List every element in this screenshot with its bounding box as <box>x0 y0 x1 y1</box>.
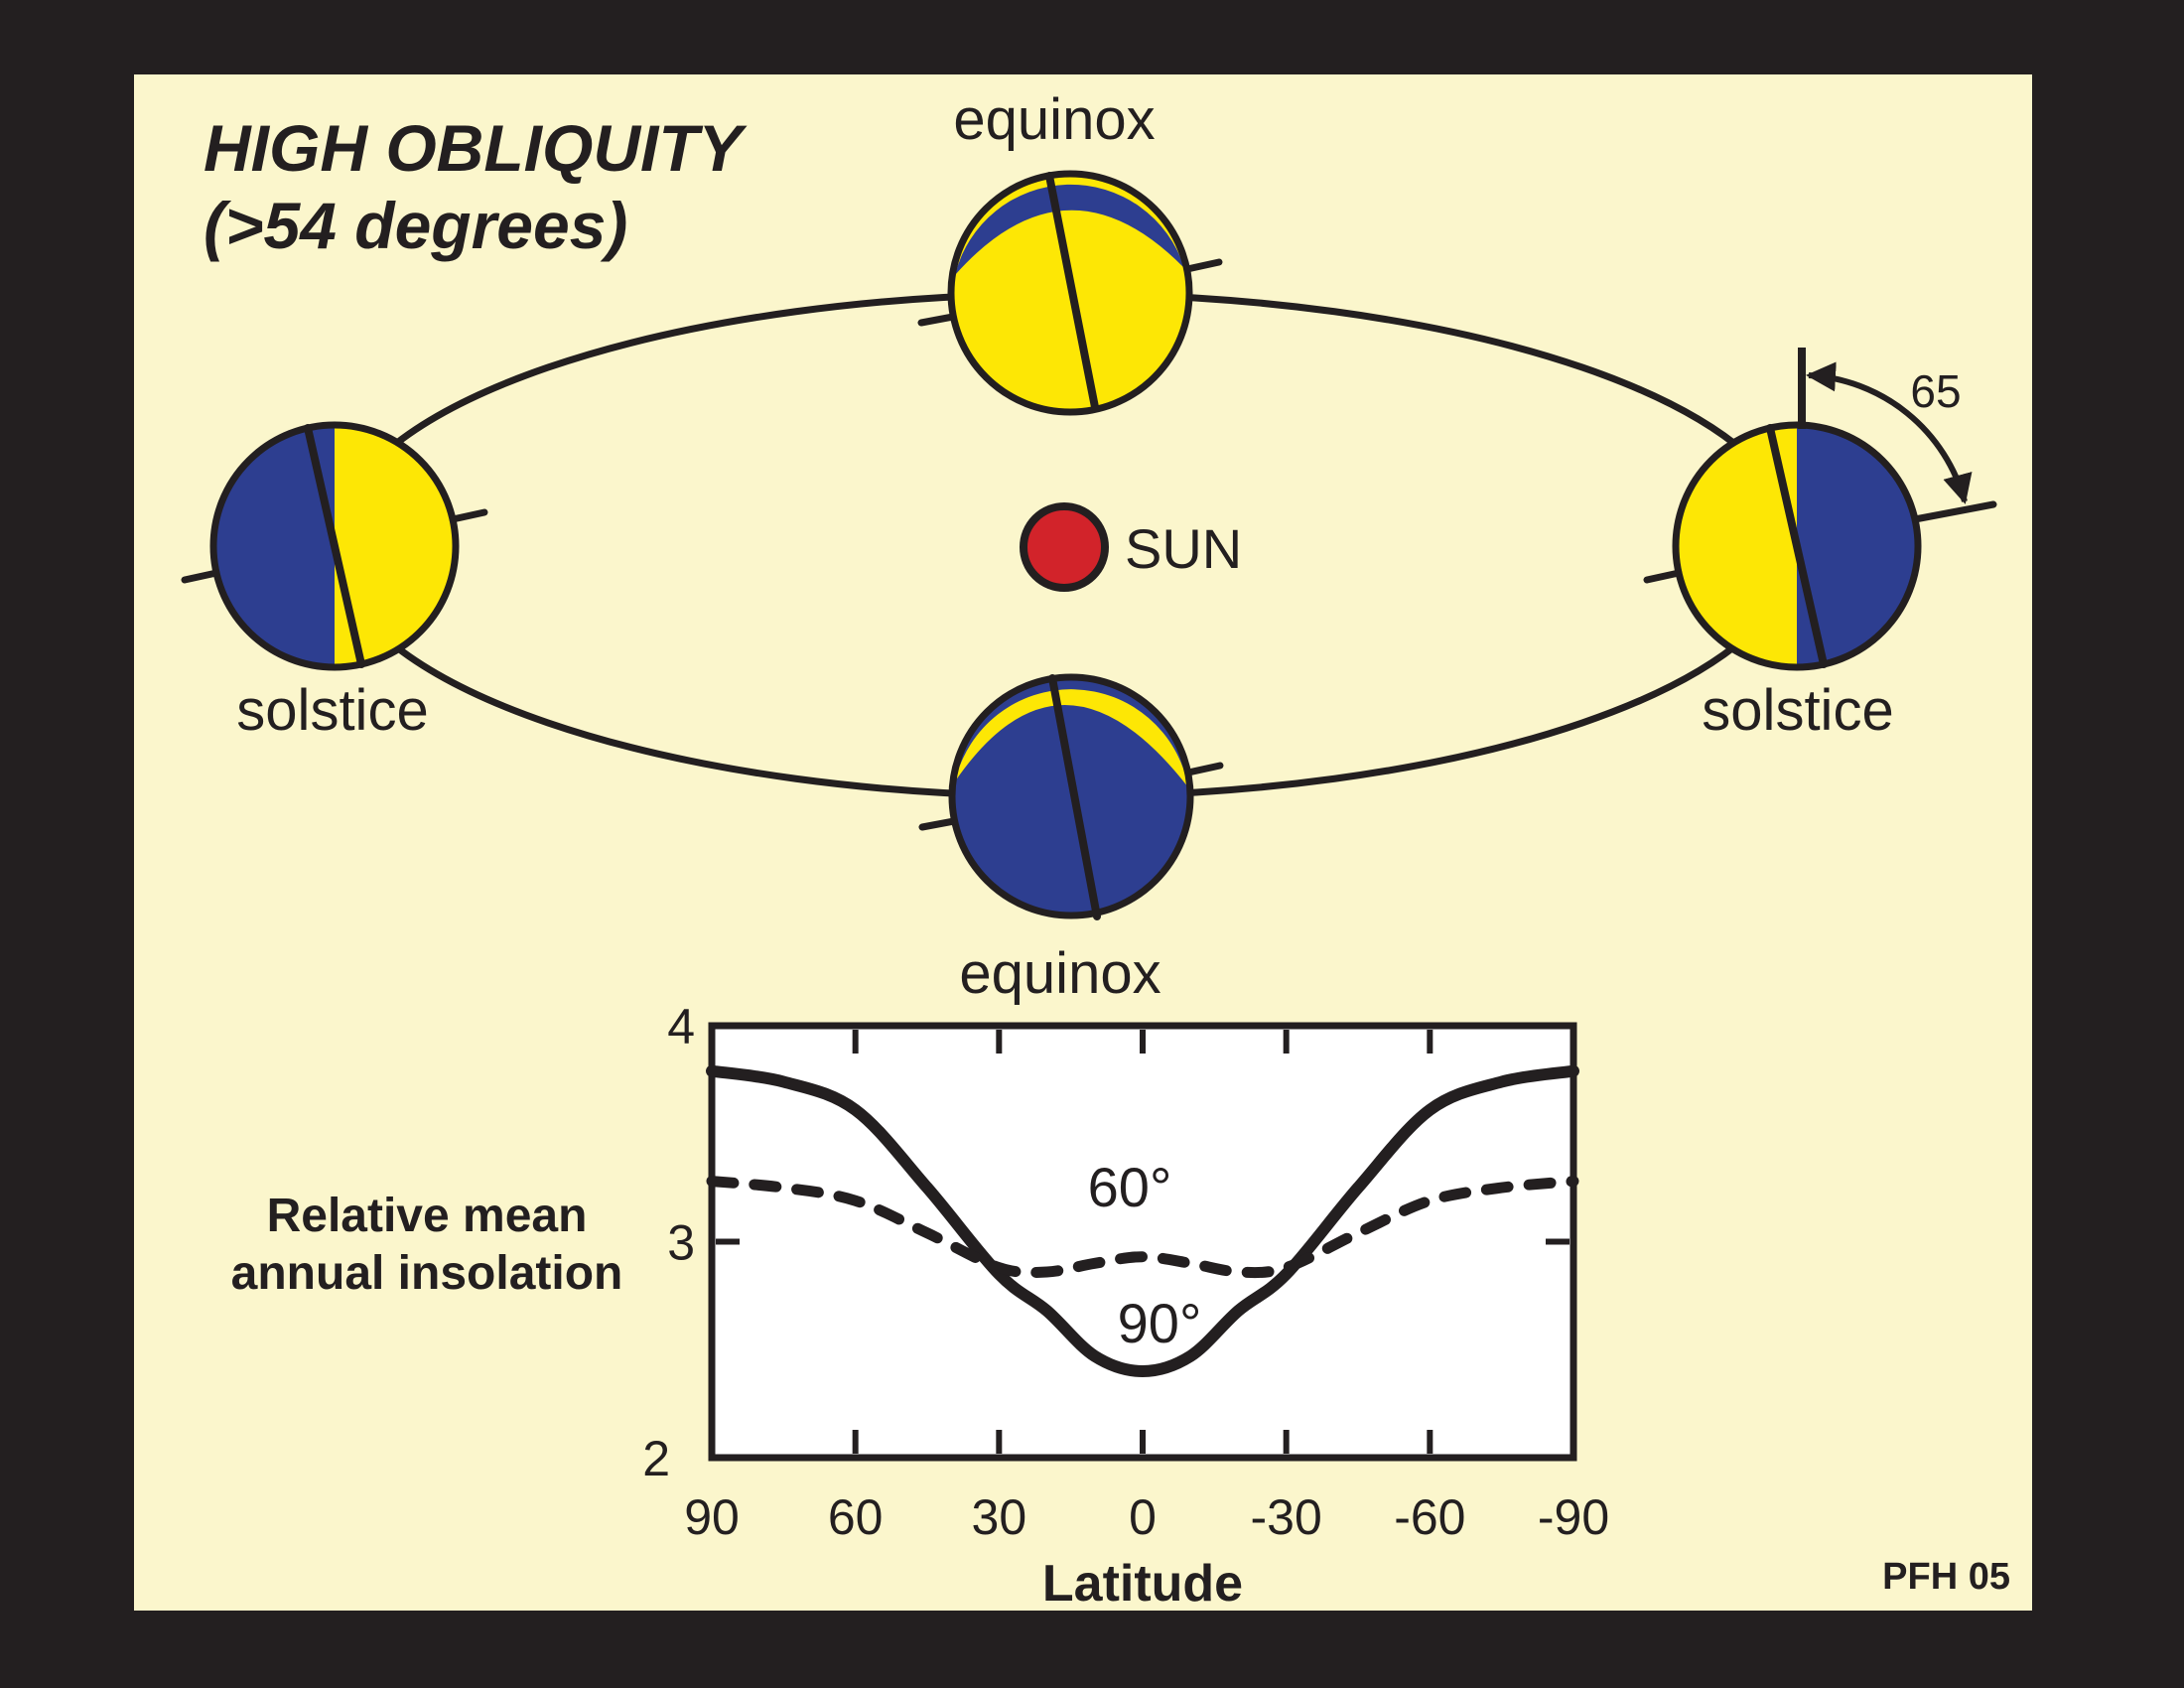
y-tick-label: 2 <box>642 1431 670 1486</box>
rotation-axis-line <box>1048 674 1101 920</box>
planet-lit-hemisphere <box>335 425 456 667</box>
x-tick-label: 90 <box>684 1489 740 1545</box>
equinox-top-label: equinox <box>953 87 1155 152</box>
planet-dark-hemisphere <box>213 425 335 667</box>
x-tick-label: -30 <box>1251 1489 1322 1545</box>
series-dashed <box>706 1176 1579 1279</box>
series-solid <box>706 1064 1579 1378</box>
curve-label-60: 60° <box>1088 1156 1172 1218</box>
equator-tick-left <box>181 569 220 584</box>
planet-outline <box>209 421 460 671</box>
tilt-angle-arc-arrow <box>1806 361 1973 504</box>
planet-lit-crescent <box>955 689 1188 787</box>
planet-equinox-bottom <box>918 673 1224 920</box>
x-tick-label: -60 <box>1394 1489 1465 1545</box>
planet-solstice-right <box>1643 348 1997 671</box>
planet-lit-hemisphere <box>1676 425 1797 667</box>
sun-label: SUN <box>1125 517 1242 580</box>
credit-text: PFH 05 <box>1882 1556 2010 1598</box>
planet-equinox-top <box>917 170 1223 416</box>
y-tick-label: 4 <box>667 999 695 1055</box>
planet-dark-crescent <box>955 184 1184 275</box>
equator-tick-left <box>918 817 958 831</box>
planet-outline <box>947 170 1193 416</box>
equator-tick-right <box>449 508 488 523</box>
figure-title-line1: HIGH OBLIQUITY <box>204 111 748 185</box>
equator-tick-right <box>1183 258 1223 273</box>
x-tick-label: 0 <box>1129 1489 1157 1545</box>
rotation-axis-line <box>304 424 365 668</box>
x-tick-label: 30 <box>972 1489 1027 1545</box>
x-tick-label: 60 <box>828 1489 884 1545</box>
planet-solstice-left <box>181 421 488 671</box>
equator-reference-line <box>1911 500 1997 523</box>
solstice-right-label: solstice <box>1702 678 1893 743</box>
chart-curves <box>706 1064 1579 1378</box>
axis-tick-labels: 90 60 30 0 -30 -60 -90 2 3 4 <box>642 999 1609 1545</box>
solstice-left-label: solstice <box>236 678 428 743</box>
equator-tick-right <box>1184 762 1224 776</box>
y-axis-title-line2: annual insolation <box>231 1247 623 1300</box>
planet-outline <box>1672 421 1922 671</box>
plot-box <box>708 1022 1577 1462</box>
y-tick-label: 3 <box>667 1215 695 1271</box>
axis-ticks <box>716 1030 1570 1454</box>
rotation-axis-line <box>1766 424 1828 668</box>
planet-outline <box>948 673 1194 919</box>
tilt-angle-value: 65 <box>1910 365 1961 417</box>
y-axis-title-line1: Relative mean <box>267 1190 588 1242</box>
x-axis-title: Latitude <box>1042 1555 1243 1613</box>
equinox-bottom-label: equinox <box>959 941 1160 1006</box>
equator-tick-left <box>917 313 957 327</box>
rotation-axis-line <box>1045 172 1099 411</box>
figure-title-line2: (>54 degrees) <box>204 189 627 262</box>
x-tick-label: -90 <box>1538 1489 1609 1545</box>
equator-tick-left <box>1643 569 1683 584</box>
insolation-chart: 90 60 30 0 -30 -60 -90 2 3 4 60° 90° Latitude <box>642 999 1609 1613</box>
sun <box>1020 502 1109 592</box>
curve-label-90: 90° <box>1118 1292 1202 1354</box>
